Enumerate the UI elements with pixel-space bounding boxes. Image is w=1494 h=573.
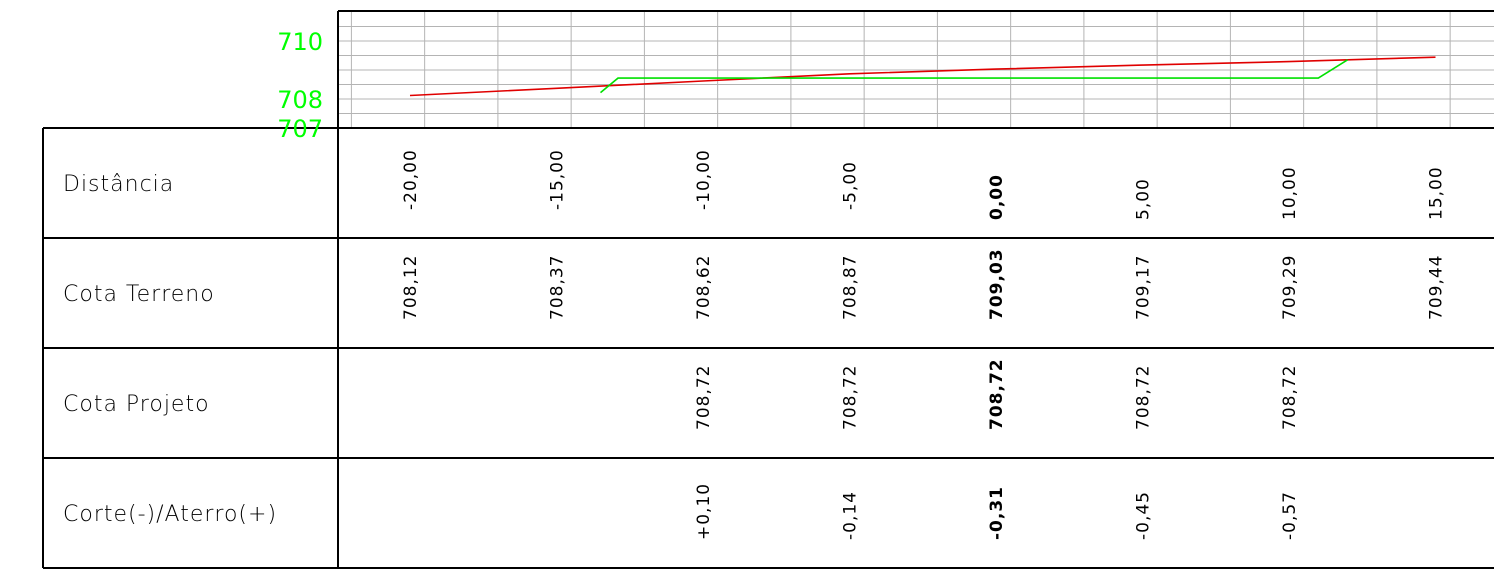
elevation-tick-label: 707 bbox=[277, 115, 323, 143]
elevation-tick-label: 708 bbox=[277, 86, 323, 114]
profile-frame bbox=[42, 10, 1494, 569]
table-cell-value: 708,62 bbox=[694, 255, 714, 320]
series-line-terreno bbox=[409, 56, 1436, 97]
table-cell-value: 709,44 bbox=[1427, 255, 1447, 320]
table-cell-value: 15,00 bbox=[1427, 166, 1447, 220]
table-cell-value: 708,72 bbox=[694, 365, 714, 430]
row-label: Cota Projeto bbox=[63, 392, 210, 417]
series-line-projeto bbox=[599, 59, 1349, 94]
profile-grid bbox=[338, 11, 1494, 129]
table-cell-value: 10,00 bbox=[1280, 166, 1300, 220]
table-cell-value: -15,00 bbox=[548, 149, 568, 210]
table-cell-value: 709,29 bbox=[1280, 255, 1300, 320]
table-cell-value: 708,37 bbox=[548, 255, 568, 320]
table-cell-value: 708,72 bbox=[841, 365, 861, 430]
table-cell-value: -0,31 bbox=[987, 486, 1007, 540]
table-cell-value: 0,00 bbox=[987, 174, 1007, 220]
table-cell-value: -5,00 bbox=[841, 161, 861, 210]
table-cell-value: -0,14 bbox=[841, 491, 861, 540]
table-cell-value: 708,12 bbox=[401, 255, 421, 320]
table-cell-value: 708,72 bbox=[1134, 365, 1154, 430]
table-cell-value: -0,57 bbox=[1280, 491, 1300, 540]
table-cell-value: 5,00 bbox=[1134, 178, 1154, 220]
row-label: Distância bbox=[63, 172, 174, 197]
row-label: Corte(-)/Aterro(+) bbox=[63, 502, 277, 527]
table-cell-value: 708,72 bbox=[1280, 365, 1300, 430]
table-cell-value: 709,17 bbox=[1134, 255, 1154, 320]
elevation-tick-label: 710 bbox=[277, 28, 323, 56]
profile-series bbox=[409, 56, 1436, 97]
table-cell-value: 708,87 bbox=[841, 255, 861, 320]
row-label: Cota Terreno bbox=[63, 282, 215, 307]
table-cell-value: -0,45 bbox=[1134, 491, 1154, 540]
data-table: Distância -20,00 -15,00 -10,00 -5,00 0,00 5,00… bbox=[63, 149, 1447, 540]
table-cell-value: 709,03 bbox=[987, 248, 1007, 320]
table-cell-value: +0,10 bbox=[694, 483, 714, 540]
table-cell-value: -20,00 bbox=[401, 149, 421, 210]
table-cell-value: -10,00 bbox=[694, 149, 714, 210]
table-cell-value: 708,72 bbox=[987, 358, 1007, 430]
